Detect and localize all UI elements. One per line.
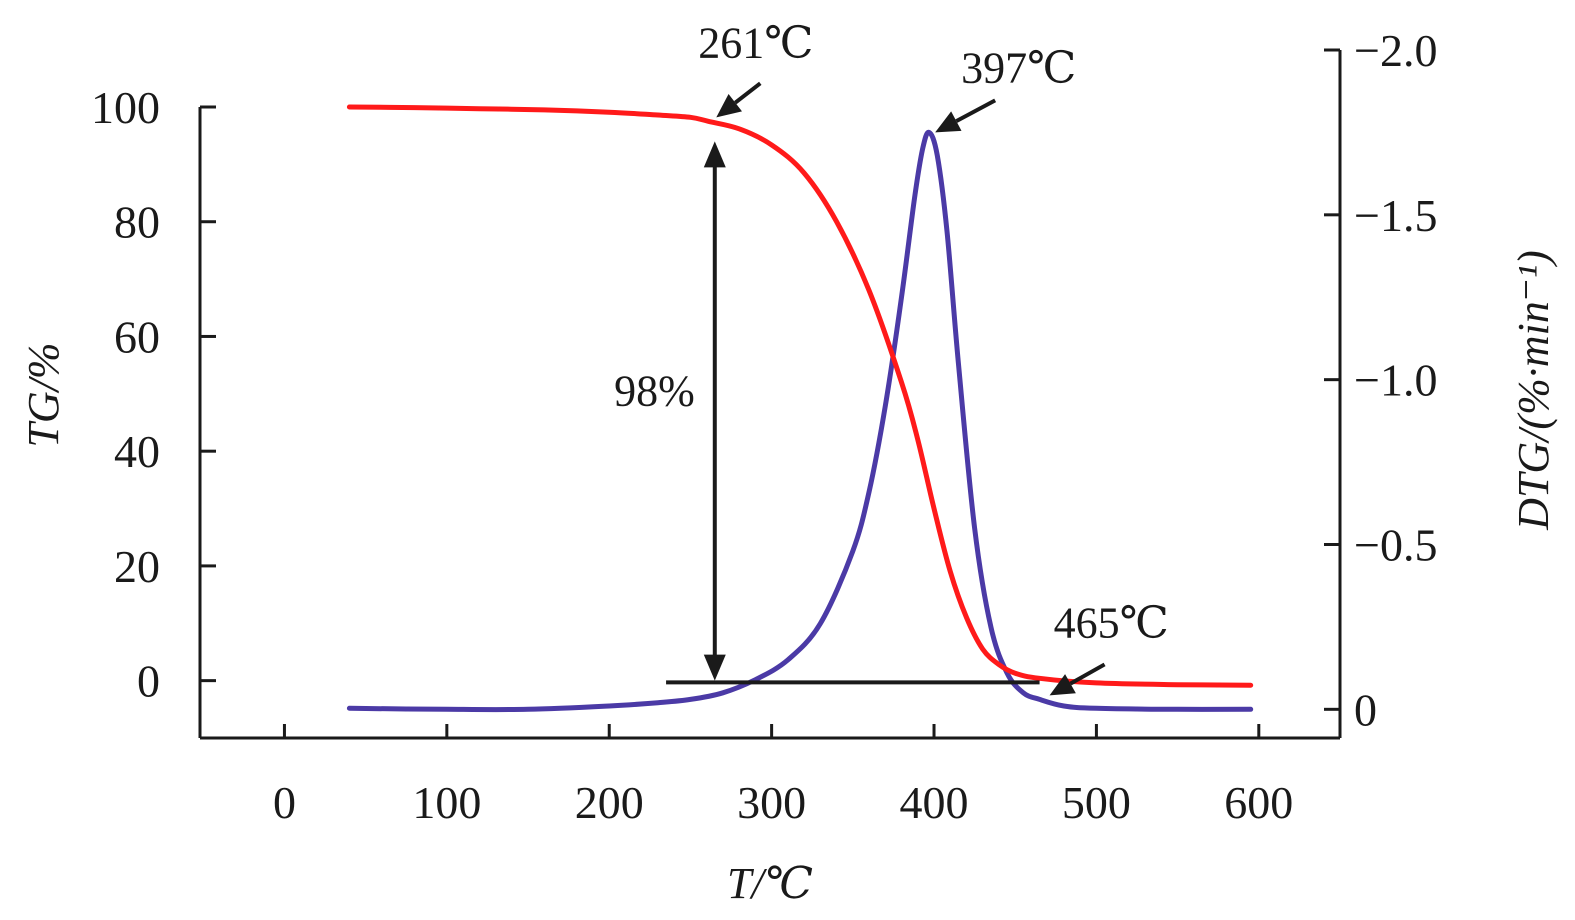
x-tick-label: 0 [273, 777, 296, 828]
annotation-label: 397℃ [961, 43, 1076, 92]
x-tick-label: 300 [737, 777, 806, 828]
mass-loss-arrow [703, 141, 726, 681]
y-left-tick-label: 60 [114, 311, 160, 362]
annotation-arrow [935, 98, 997, 133]
tick-labels: 0 100 200 300 400 500 600 0 20 40 60 80 100 0 −0.5 −1.0… [91, 25, 1437, 828]
ticks [200, 48, 1340, 738]
y-left-tick-label: 20 [114, 541, 160, 592]
y-right-tick-label: −2.0 [1354, 25, 1437, 76]
series-layer [346, 104, 1254, 713]
annotation-label: 261℃ [698, 18, 813, 67]
annotation-arrow [1049, 662, 1106, 696]
y-right-tick-label: 0 [1354, 684, 1377, 735]
x-tick-label: 600 [1224, 777, 1293, 828]
dtg-series-line [346, 129, 1254, 713]
annotation-layer: 261℃ 397℃ 465℃ 98% [614, 18, 1169, 696]
tg-series-line [346, 104, 1254, 688]
mass-loss-label: 98% [614, 366, 695, 415]
y-left-tick-label: 100 [91, 82, 160, 133]
x-tick-label: 100 [412, 777, 481, 828]
y-left-tick-label: 0 [137, 656, 160, 707]
annotation-label: 465℃ [1054, 598, 1169, 647]
y-left-tick-label: 80 [114, 197, 160, 248]
annotation-arrow [716, 81, 762, 118]
axes [198, 50, 1342, 740]
y-right-axis-title: DTG/(%·min⁻¹) [1509, 250, 1558, 531]
x-axis-title: T/℃ [727, 859, 813, 908]
x-tick-label: 200 [575, 777, 644, 828]
y-left-axis-title: TG/% [19, 342, 68, 447]
y-right-tick-label: −1.0 [1354, 355, 1437, 406]
x-tick-label: 400 [900, 777, 969, 828]
y-right-tick-label: −1.5 [1354, 190, 1437, 241]
y-right-tick-label: −0.5 [1354, 519, 1437, 570]
x-tick-label: 500 [1062, 777, 1131, 828]
y-left-tick-label: 40 [114, 426, 160, 477]
